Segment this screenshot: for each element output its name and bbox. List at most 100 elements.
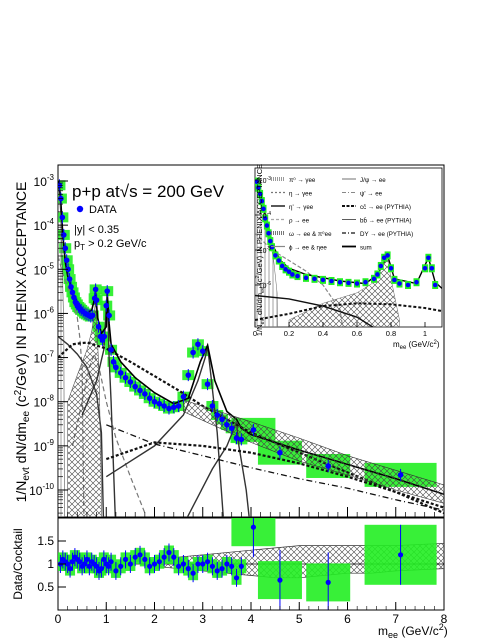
- cocktail-pi0-dalitz: [58, 180, 65, 517]
- inset-legend-label: DY → ee (PYTHIA): [360, 231, 413, 238]
- ratio-point: [127, 561, 133, 567]
- data-point: [277, 449, 283, 456]
- data-point: [101, 333, 108, 340]
- inset-data-point: [257, 191, 263, 197]
- data-point: [66, 276, 73, 282]
- inset-legend-label: ω → ee & π⁰ee: [289, 231, 332, 238]
- inset-legend-label: π⁰ → γee: [289, 177, 316, 184]
- inset-legend-label: sum: [360, 245, 372, 252]
- data-point: [127, 379, 134, 385]
- inset-legend-label: bb̄ → ee (PYTHIA): [360, 218, 412, 225]
- ratio-point: [190, 570, 196, 576]
- main-x-axis-label: mee (GeV/c2): [378, 622, 448, 640]
- data-point: [95, 323, 102, 330]
- data-point: [161, 403, 167, 409]
- inset-ccbar-component: [255, 302, 442, 321]
- inset-legend-label: ρ → ee: [289, 218, 310, 225]
- data-point: [209, 403, 216, 409]
- ratio-point: [171, 554, 177, 560]
- data-point: [93, 297, 100, 303]
- inset-y-tick-label: 10-5: [259, 246, 271, 255]
- inset-data-point: [381, 255, 387, 261]
- data-point: [104, 288, 111, 294]
- cocktail-uncertainty-band: [183, 399, 444, 504]
- ratio-point: [101, 556, 107, 563]
- data-point: [250, 427, 257, 433]
- inset-data-point: [312, 276, 317, 282]
- ratio-point: [137, 552, 143, 558]
- inset-x-axis-label: mee (GeV/c2): [393, 340, 440, 351]
- ratio-point: [185, 566, 191, 572]
- data-point: [195, 341, 201, 348]
- data-point: [113, 364, 119, 371]
- ratio-point: [161, 554, 167, 560]
- ratio-y-tick-label: 0.5: [37, 580, 54, 594]
- inset-x-tick-label: 0.6: [352, 329, 362, 338]
- inset-data-point: [286, 269, 292, 274]
- ratio-point: [67, 566, 73, 572]
- ratio-x-tick-label: 8: [441, 612, 448, 626]
- inset-data-point: [337, 279, 343, 285]
- data-point: [190, 349, 196, 356]
- ratio-x-tick-label: 3: [199, 612, 206, 626]
- data-point: [59, 214, 66, 221]
- ratio-x-tick-label: 4: [248, 612, 255, 626]
- main-y-tick-label: 10-7: [34, 350, 55, 366]
- inset-legend-label: cc̄ → ee (PYTHIA): [360, 204, 411, 211]
- ratio-point: [142, 556, 148, 563]
- ratio-point: [176, 563, 182, 569]
- inset-legend-label: J/ψ → ee: [360, 177, 386, 184]
- rapidity-cut-label: |y| < 0.35: [74, 224, 119, 236]
- inset-data-point: [279, 263, 285, 269]
- inset-data-point: [388, 266, 394, 271]
- data-point: [180, 393, 187, 400]
- inset-x-tick-label: 1: [423, 329, 427, 338]
- data-point: [151, 398, 158, 405]
- ratio-y-tick-label: 1: [47, 557, 54, 571]
- data-point: [166, 405, 172, 412]
- inset-data-point: [426, 255, 431, 261]
- ratio-x-tick-label: 7: [392, 612, 399, 626]
- ratio-y-axis-label: Data/Cocktail: [11, 528, 25, 599]
- ratio-point: [151, 561, 158, 567]
- ratio-point: [397, 552, 404, 558]
- ratio-x-tick-label: 1: [103, 612, 110, 626]
- inset-data-point: [264, 223, 270, 228]
- inset-data-point: [432, 282, 438, 288]
- main-y-tick-label: 10-4: [34, 217, 55, 233]
- ratio-x-tick-label: 5: [296, 612, 303, 626]
- inset-data-point: [371, 276, 377, 282]
- inset-x-tick-label: 0: [253, 329, 257, 338]
- data-point: [103, 302, 110, 309]
- data-point: [69, 289, 76, 296]
- ratio-point: [106, 563, 112, 569]
- data-point: [122, 374, 129, 381]
- inset-data-point: [429, 266, 435, 271]
- inset-y-axis-label: 1/Nevt dN/dmee (c2/GeV) IN PHENIX ACCEPT…: [255, 164, 266, 336]
- inset-data-point: [266, 231, 271, 236]
- ratio-point: [219, 566, 225, 572]
- inset-data-point: [283, 267, 288, 272]
- inset-data-point: [303, 275, 309, 281]
- inset-data-point: [256, 185, 261, 191]
- inset-data-point: [255, 179, 259, 184]
- ratio-axes: 0 1 2 3 4 5 6 7 8 0.5 1 1.5: [37, 534, 447, 626]
- ratio-point: [325, 579, 331, 586]
- system-label: p+p at√s = 200 GeV: [72, 182, 225, 201]
- data-point: [219, 416, 225, 423]
- ratio-point: [166, 549, 172, 556]
- ratio-point: [132, 554, 138, 560]
- inset-y-tick-label: 10-4: [259, 211, 271, 220]
- data-point: [89, 312, 96, 319]
- ratio-point: [156, 559, 162, 565]
- data-point: [156, 400, 163, 407]
- data-point: [185, 372, 192, 378]
- inset-x-tick-label: 0.8: [386, 329, 396, 338]
- main-y-tick-label: 10-9: [34, 438, 55, 454]
- inset-x-tick-label: 0.2: [284, 329, 294, 338]
- inset-data-point: [397, 281, 402, 286]
- ratio-point: [84, 556, 90, 563]
- data-point: [325, 463, 332, 469]
- inset-data-point: [375, 272, 380, 277]
- cocktail-dy: [106, 424, 444, 511]
